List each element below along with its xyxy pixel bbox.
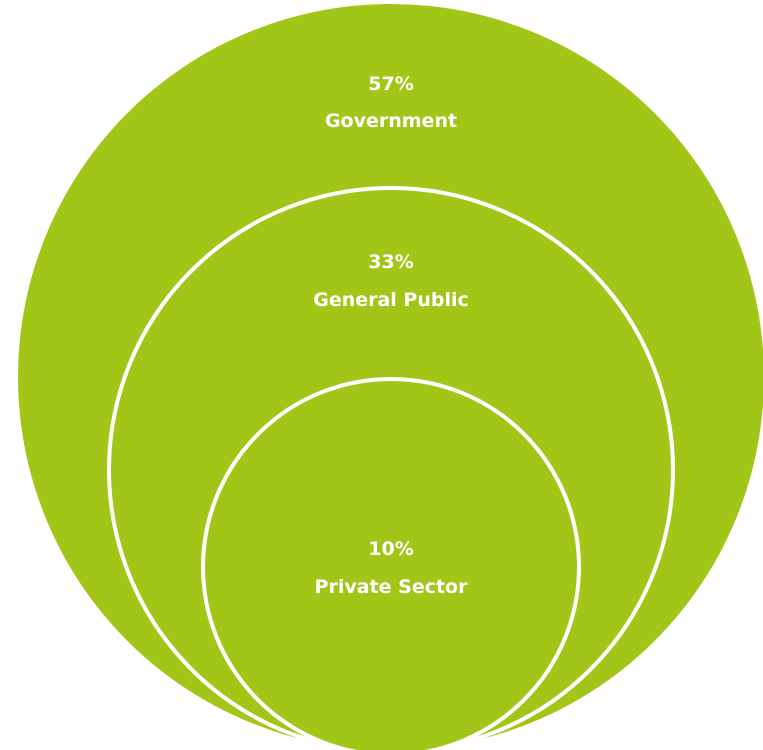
government-label: Government [325,110,457,132]
government-percent: 57% [368,73,413,95]
private-sector-label: Private Sector [315,576,469,598]
general-public-percent: 33% [368,251,413,273]
circle-private-sector [201,377,581,750]
general-public-label: General Public [313,289,469,311]
private-sector-percent: 10% [368,538,413,560]
